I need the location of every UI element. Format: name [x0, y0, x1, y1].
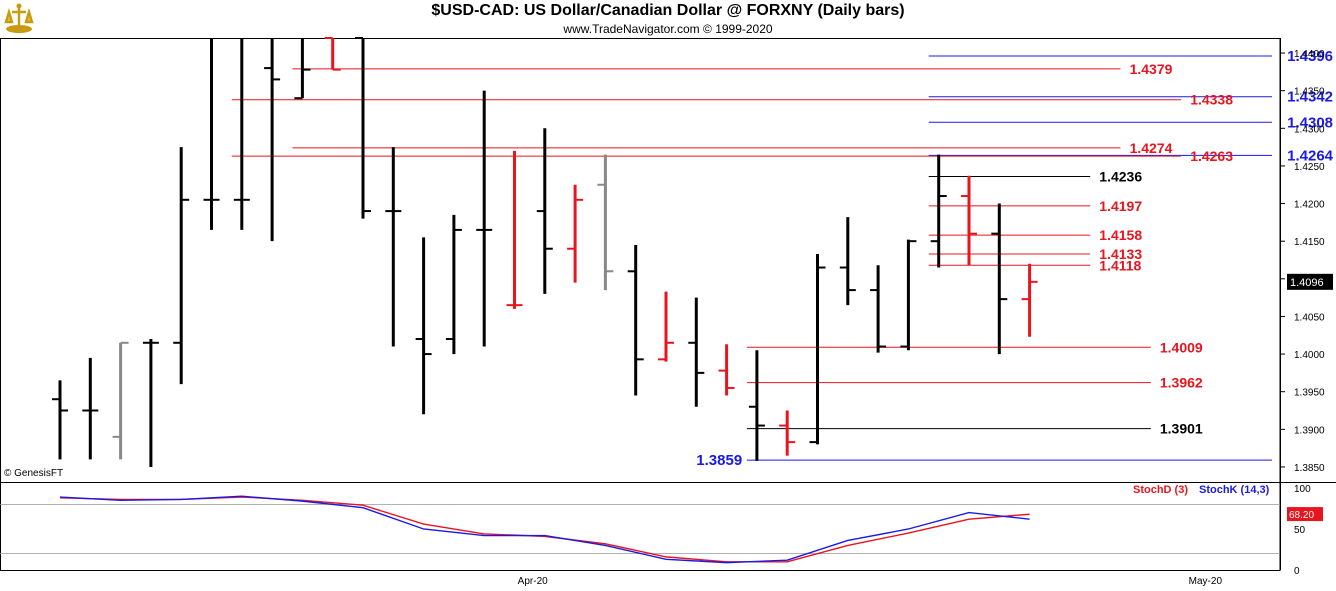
ohlc-bar	[597, 154, 614, 291]
chart-subtitle: www.TradeNavigator.com © 1999-2020	[563, 22, 773, 36]
price-level-label: 1.3859	[696, 452, 742, 469]
last-price-label: 1.4096	[1290, 277, 1324, 289]
ohlc-bar	[506, 150, 523, 309]
price-axis-tick-label: 1.3950	[1294, 388, 1325, 399]
price-level-label: 1.3962	[1160, 375, 1203, 391]
ohlc-bar	[203, 38, 220, 230]
price-level-label: 1.4158	[1099, 227, 1142, 243]
price-level-label: 1.4342	[1287, 89, 1333, 106]
price-level-label: 1.4236	[1099, 168, 1142, 184]
ohlc-bar	[142, 339, 159, 467]
ohlc-bar	[536, 128, 553, 294]
ohlc-bar	[779, 410, 796, 456]
price-level-label: 1.4308	[1287, 114, 1333, 131]
stoch-axis-tick-label: 0	[1294, 566, 1300, 577]
stoch-series-line	[59, 495, 1030, 564]
ohlc-bar	[567, 184, 584, 283]
price-level-label: 1.4396	[1287, 48, 1333, 65]
price-axis-tick-label: 1.4050	[1294, 312, 1325, 323]
ohlc-bar	[476, 90, 493, 347]
ohlc-bar	[52, 380, 68, 460]
ohlc-bar	[355, 37, 371, 219]
price-level-label: 1.4263	[1190, 148, 1233, 164]
stoch-axis-tick-label: 50	[1294, 525, 1306, 536]
stoch-legend-entry: StochK (14,3)	[1199, 484, 1270, 496]
ohlc-bar	[688, 297, 705, 407]
ohlc-bar	[294, 38, 311, 100]
ohlc-bar	[991, 203, 1008, 355]
price-axis: 1.44001.43501.43001.42501.42001.41501.41…	[1280, 49, 1333, 474]
price-level-label: 1.4133	[1099, 246, 1142, 262]
price-axis-tick-label: 1.4250	[1294, 162, 1325, 173]
date-axis-label: May-20	[1189, 576, 1223, 587]
price-level-label: 1.3901	[1160, 421, 1203, 437]
date-axis: Apr-20 May-20	[518, 576, 1223, 587]
ohlc-bar	[264, 38, 281, 242]
ohlc-bar	[870, 265, 887, 353]
ohlc-bar	[809, 253, 826, 445]
price-level-label: 1.4338	[1190, 92, 1233, 108]
price-axis-tick-label: 1.4350	[1294, 87, 1325, 98]
price-axis-tick-label: 1.3900	[1294, 425, 1325, 436]
ohlc-bar	[445, 214, 462, 355]
ohlc-bar	[839, 217, 856, 306]
price-axis-tick-label: 1.4400	[1294, 49, 1325, 60]
chart-header: $USD-CAD: US Dollar/Canadian Dollar @ FO…	[0, 0, 1336, 38]
ohlc-bar	[173, 147, 190, 385]
price-axis-tick-label: 1.3850	[1294, 463, 1325, 474]
stoch-last-value-box	[1287, 507, 1323, 522]
price-level-label: 1.4379	[1130, 61, 1173, 77]
ohlc-bar	[930, 154, 947, 268]
price-level-label: 1.4009	[1160, 339, 1203, 355]
ohlc-bar	[82, 357, 99, 460]
ohlc-bar	[324, 37, 341, 71]
ohlc-bar	[415, 237, 432, 415]
ohlc-bar	[1021, 263, 1038, 337]
stoch-series-line	[59, 496, 1030, 563]
ohlc-bar	[900, 239, 917, 351]
price-axis-tick-label: 1.4150	[1294, 237, 1325, 248]
price-axis-tick-label: 1.4200	[1294, 200, 1325, 211]
price-level-label: 1.4264	[1287, 147, 1334, 164]
ohlc-bar	[718, 344, 735, 396]
stoch-legend-entry: StochD (3)	[1133, 484, 1188, 496]
price-axis-tick-label: 1.4300	[1294, 124, 1325, 135]
ohlc-bar	[658, 291, 674, 362]
stochastic-panel: 100 50 0 StochD (3) StochK (14,3) 68.20	[0, 484, 1323, 577]
ohlc-bar	[961, 175, 977, 266]
price-level-label: 1.4118	[1099, 257, 1141, 273]
ohlc-bar	[112, 341, 129, 460]
ohlc-bar	[233, 38, 250, 230]
ohlc-bar	[385, 147, 402, 347]
ohlc-bar	[627, 244, 644, 396]
chart-title: $USD-CAD: US Dollar/Canadian Dollar @ FO…	[431, 2, 905, 19]
price-axis-tick-label: 1.4000	[1294, 350, 1325, 361]
ohlc-bar	[748, 350, 765, 461]
price-bars	[52, 37, 1038, 467]
credit-label: © GenesisFT	[4, 468, 64, 479]
last-price-box	[1287, 273, 1333, 290]
stoch-axis-tick-label: 100	[1294, 484, 1311, 495]
price-level-label: 1.4274	[1130, 140, 1173, 156]
date-axis-label: Apr-20	[518, 576, 548, 587]
plot-border	[0, 38, 1281, 571]
price-level-label: 1.4197	[1099, 198, 1142, 214]
stoch-last-value-label: 68.20	[1289, 510, 1314, 521]
price-levels: 1.4396 1.4379 1.4342 1.4338 1.4308 1.4274 1.42…	[231, 48, 1334, 469]
trade-navigator-logo-icon	[4, 3, 34, 33]
chart-frame	[0, 38, 1336, 571]
